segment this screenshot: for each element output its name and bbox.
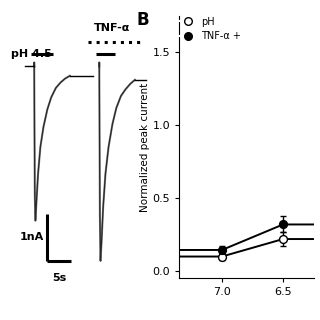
Point: [220, 247, 225, 252]
Text: 1nA: 1nA: [20, 232, 44, 243]
Y-axis label: Normalized peak current: Normalized peak current: [140, 83, 150, 212]
Legend: pH, TNF-α +: pH, TNF-α +: [177, 16, 242, 43]
Point: [281, 222, 286, 227]
Text: 5s: 5s: [52, 273, 66, 283]
Text: pH 4.5: pH 4.5: [11, 49, 52, 60]
Text: B: B: [136, 11, 149, 29]
Point: [220, 254, 225, 259]
Point: [281, 236, 286, 242]
Text: TNF-α: TNF-α: [93, 23, 130, 33]
